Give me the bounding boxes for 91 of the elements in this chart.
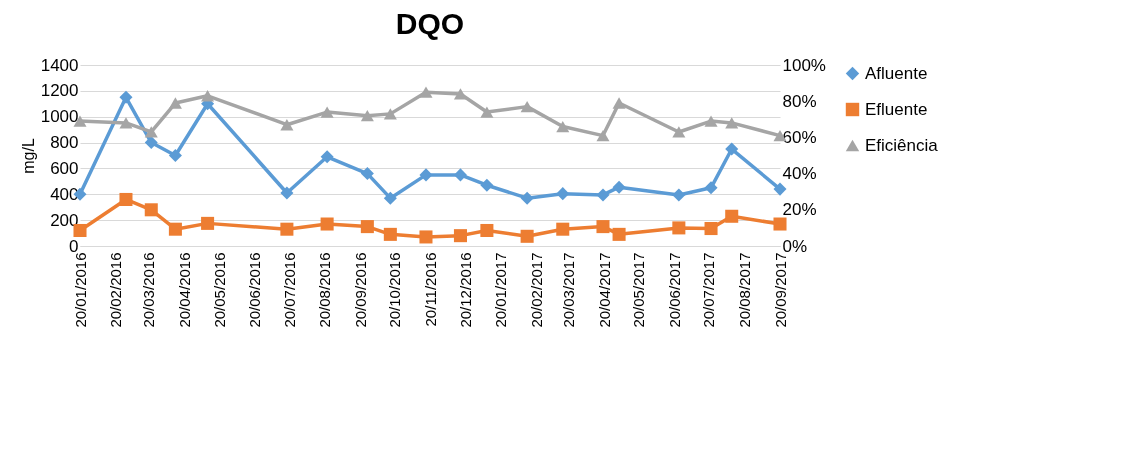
legend-label: Eficiência — [865, 135, 939, 155]
y-tick-label: 1200 — [40, 81, 79, 101]
point — [144, 203, 158, 217]
x-tick-label: 20/03/2016 — [140, 252, 158, 328]
x-tick-label: 20/12/2016 — [456, 252, 474, 328]
x-tick-label: 20/07/2016 — [280, 252, 298, 328]
point — [360, 167, 374, 181]
point — [480, 178, 494, 192]
point — [725, 209, 739, 223]
point — [773, 182, 787, 196]
y2-tick-label: 80% — [782, 91, 817, 111]
point — [480, 223, 494, 237]
x-tick-label: 20/04/2016 — [176, 252, 194, 328]
point — [704, 222, 718, 236]
point — [144, 136, 158, 150]
point — [383, 227, 397, 241]
legend-label: Efluente — [865, 99, 928, 119]
point — [419, 86, 433, 98]
y2-tick-label: 60% — [782, 127, 817, 147]
point — [612, 180, 626, 194]
point — [612, 97, 626, 109]
chart-title: DQO — [395, 7, 465, 40]
point — [119, 90, 133, 104]
y-tick-label: 1000 — [40, 107, 79, 127]
x-tick-label: 20/01/2016 — [71, 252, 89, 328]
point — [280, 222, 294, 236]
point — [672, 126, 686, 138]
legend-label: Afluente — [865, 63, 928, 83]
y-tick-label: 1400 — [40, 55, 79, 75]
point — [672, 221, 686, 235]
point — [596, 188, 610, 202]
point — [672, 188, 686, 202]
x-tick-label: 20/05/2017 — [630, 252, 648, 328]
point — [520, 229, 534, 243]
y-tick-label: 600 — [50, 158, 79, 178]
x-tick-label: 20/07/2017 — [700, 252, 718, 328]
x-tick-label: 20/08/2016 — [316, 252, 334, 328]
point — [168, 97, 182, 109]
x-tick-label: 20/08/2017 — [735, 252, 753, 328]
point — [520, 191, 534, 205]
point — [596, 220, 610, 234]
point — [596, 129, 610, 142]
point — [360, 110, 374, 122]
y-axis-title: mg/L — [19, 138, 37, 174]
point — [168, 222, 182, 236]
x-tick-label: 20/01/2017 — [492, 252, 510, 328]
y2-tick-label: 40% — [782, 164, 817, 184]
point — [520, 100, 534, 113]
point — [201, 90, 215, 102]
x-tick-label: 20/06/2016 — [246, 252, 264, 328]
x-tick-label: 20/09/2016 — [351, 252, 369, 328]
point — [119, 117, 133, 129]
y2-tick-label: 20% — [782, 200, 817, 220]
point — [612, 227, 626, 241]
point — [419, 230, 433, 244]
y-tick-label: 800 — [50, 133, 79, 153]
point — [453, 88, 467, 100]
point — [383, 191, 397, 205]
x-tick-label: 20/04/2017 — [595, 252, 613, 328]
point — [480, 106, 494, 118]
point — [556, 120, 570, 133]
point — [280, 186, 294, 200]
point — [320, 150, 334, 164]
point — [453, 229, 467, 243]
point — [144, 126, 158, 138]
point — [704, 115, 718, 127]
point — [704, 181, 718, 195]
x-tick-label: 20/06/2017 — [665, 252, 683, 328]
y2-tick-label: 100% — [782, 55, 826, 75]
point — [320, 106, 334, 118]
point — [280, 119, 294, 131]
x-tick-label: 20/11/2016 — [422, 252, 440, 327]
point — [453, 168, 467, 182]
x-tick-label: 20/02/2016 — [107, 252, 125, 328]
point — [556, 187, 570, 201]
point — [419, 168, 433, 182]
point — [556, 222, 570, 236]
point — [773, 217, 787, 231]
point — [360, 220, 374, 234]
x-tick-label: 20/03/2017 — [560, 252, 578, 328]
point — [725, 142, 739, 156]
point — [320, 217, 334, 231]
point — [383, 108, 397, 120]
x-tick-label: 20/10/2016 — [386, 252, 404, 328]
y-tick-label: 200 — [50, 210, 79, 230]
x-tick-label: 20/05/2016 — [210, 252, 228, 328]
point — [119, 192, 133, 206]
point — [725, 117, 739, 129]
x-tick-label: 20/02/2017 — [527, 252, 545, 328]
point — [168, 148, 182, 163]
point — [201, 216, 215, 230]
